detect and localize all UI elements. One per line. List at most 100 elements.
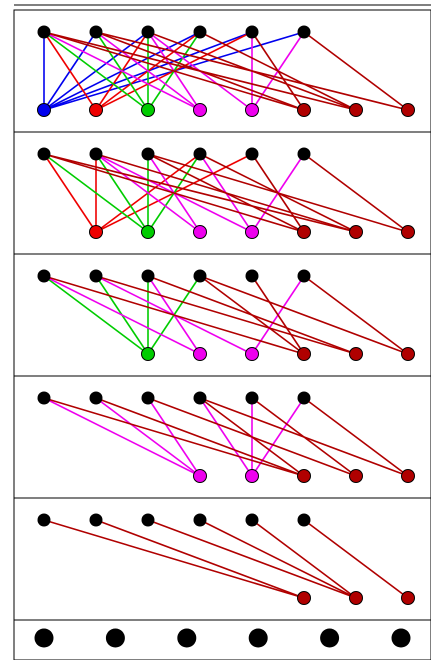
edge-darkred [147, 397, 357, 477]
panel-2 [13, 131, 431, 255]
bottom-node-magenta [193, 103, 207, 117]
top-node [89, 269, 103, 283]
final-node [34, 628, 54, 648]
edge-magenta [43, 275, 201, 355]
bottom-node-darkred [401, 469, 415, 483]
edge-darkred [43, 31, 357, 111]
bottom-node-darkred [401, 347, 415, 361]
bottom-node-darkred [297, 347, 311, 361]
edge-magenta [95, 153, 201, 233]
bottom-node-magenta [245, 103, 259, 117]
edge-darkred [43, 153, 357, 233]
top-node [89, 391, 103, 405]
top-node [245, 513, 259, 527]
edge-darkred [147, 519, 357, 599]
top-node [193, 513, 207, 527]
top-node [297, 391, 311, 405]
panel-4 [13, 375, 431, 499]
bottom-node-darkred [297, 591, 311, 605]
bottom-node-darkred [297, 469, 311, 483]
edge-magenta [199, 397, 253, 477]
edge-darkred [303, 397, 409, 477]
top-node [141, 513, 155, 527]
edge-darkred [43, 31, 305, 111]
panel-frame [13, 253, 431, 377]
top-node [193, 25, 207, 39]
bottom-node-magenta [193, 347, 207, 361]
edge-darkred [199, 31, 357, 111]
bottom-node-red [89, 103, 103, 117]
edge-magenta [43, 397, 201, 477]
bottom-node-darkred [349, 103, 363, 117]
edge-darkred [43, 153, 305, 233]
edge-darkred [303, 153, 409, 233]
edge-darkred [43, 275, 305, 355]
bottom-node-darkred [401, 103, 415, 117]
top-node [245, 391, 259, 405]
final-node [248, 628, 268, 648]
edge-magenta [95, 397, 201, 477]
top-node [245, 25, 259, 39]
edge-darkred [95, 519, 305, 599]
bottom-node-green [141, 347, 155, 361]
edge-green [95, 153, 149, 233]
final-row [13, 619, 431, 660]
edge-darkred [303, 275, 409, 355]
panel-frame [13, 9, 431, 133]
edge-magenta [43, 31, 201, 111]
edge-darkred [251, 519, 357, 599]
edge-darkred [199, 397, 409, 477]
edge-darkred [43, 397, 305, 477]
top-node [297, 25, 311, 39]
final-node [320, 628, 340, 648]
edge-darkred [95, 397, 305, 477]
edge-red [43, 153, 97, 233]
top-node [297, 513, 311, 527]
edge-darkred [251, 275, 305, 355]
top-node [141, 269, 155, 283]
top-node [193, 147, 207, 161]
edge-green [43, 153, 149, 233]
top-node [245, 147, 259, 161]
bottom-node-magenta [245, 225, 259, 239]
top-node [245, 269, 259, 283]
bottom-node-darkred [297, 103, 311, 117]
edge-darkred [199, 519, 357, 599]
panel-frame [13, 375, 431, 499]
final-frame [13, 619, 431, 660]
top-node [141, 147, 155, 161]
edge-darkred [95, 31, 409, 111]
top-node [193, 269, 207, 283]
bottom-node-magenta [193, 469, 207, 483]
top-node [141, 391, 155, 405]
bottom-node-darkred [349, 591, 363, 605]
edge-darkred [199, 275, 409, 355]
bottom-node-darkred [349, 347, 363, 361]
bottom-node-darkred [401, 225, 415, 239]
edge-darkred [95, 153, 357, 233]
bottom-node-darkred [349, 469, 363, 483]
bottom-node-darkred [349, 225, 363, 239]
top-node [37, 391, 51, 405]
top-node [37, 147, 51, 161]
top-node [89, 147, 103, 161]
top-node [193, 391, 207, 405]
bottom-node-green [141, 225, 155, 239]
final-node [391, 628, 411, 648]
top-node [37, 269, 51, 283]
panel-frame [13, 497, 431, 621]
edge-red [43, 31, 97, 111]
panel-3 [13, 253, 431, 377]
top-node [297, 147, 311, 161]
edge-green [43, 275, 149, 355]
final-node [177, 628, 197, 648]
edge-darkred [303, 31, 409, 111]
bottom-node-magenta [245, 347, 259, 361]
edge-green [43, 31, 149, 111]
bottom-node-darkred [401, 591, 415, 605]
bottom-node-magenta [245, 469, 259, 483]
bottom-node-green [141, 103, 155, 117]
top-node [37, 25, 51, 39]
panels [13, 9, 431, 621]
